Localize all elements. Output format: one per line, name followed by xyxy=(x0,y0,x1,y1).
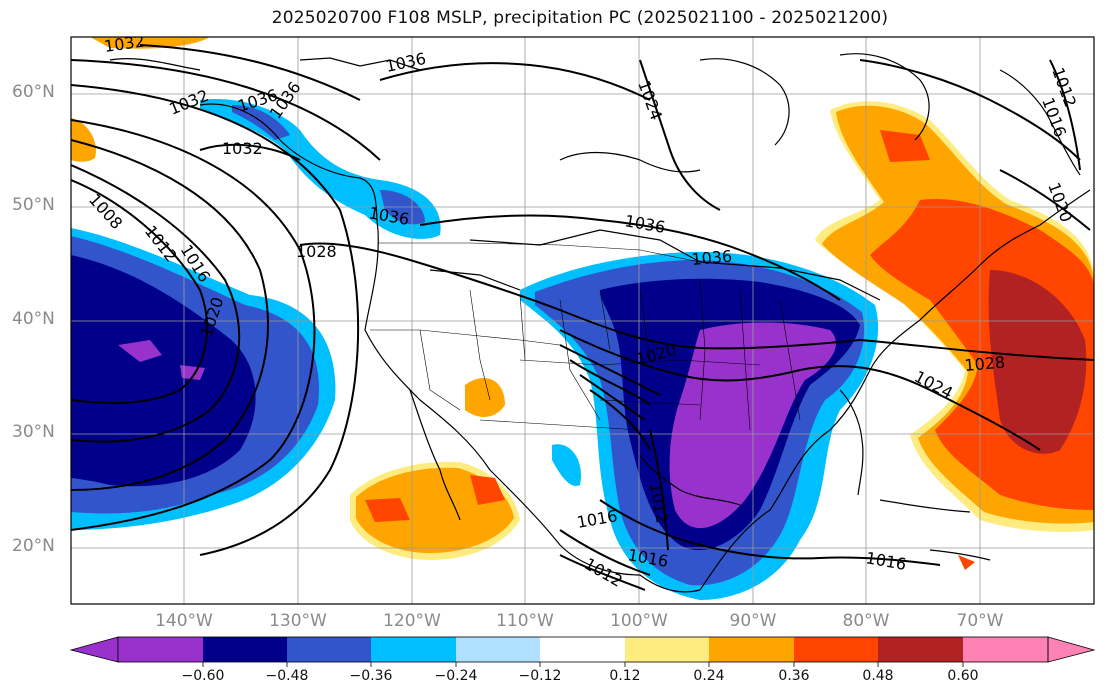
colorbar-tick-label: 0.36 xyxy=(778,668,810,684)
positive-anomaly-nw-edge xyxy=(71,118,96,162)
colorbar-tick-label: 0.12 xyxy=(609,668,641,684)
positive-anomaly-top xyxy=(90,37,210,49)
colorbar xyxy=(69,636,1096,667)
coastlines xyxy=(109,53,1091,593)
isobar-label: 1032 xyxy=(222,139,263,158)
lat-label-40n: 40°N xyxy=(12,309,55,329)
positive-anomaly-atlantic xyxy=(815,101,1094,532)
lon-label-140w: 140°W xyxy=(155,611,213,631)
negative-anomaly-central xyxy=(520,251,879,600)
lon-label-120w: 120°W xyxy=(383,611,441,631)
isobar-label: 1036 xyxy=(691,247,733,269)
lon-label-130w: 130°W xyxy=(269,611,327,631)
colorbar-tick-label: −0.48 xyxy=(265,668,309,684)
lat-label-30n: 30°N xyxy=(12,422,55,442)
lon-label-110w: 110°W xyxy=(496,611,554,631)
lon-label-80w: 80°W xyxy=(842,611,890,631)
isobar-label: 1028 xyxy=(964,353,1006,375)
map-frame xyxy=(70,36,1095,605)
colorbar-bin xyxy=(371,637,456,662)
colorbar-bin xyxy=(878,637,963,662)
colorbar-tick-label: 0.48 xyxy=(862,668,894,684)
colorbar-tick-label: −0.12 xyxy=(518,668,562,684)
colorbar-low-extension xyxy=(69,636,119,663)
graticule xyxy=(71,37,1094,604)
isobars xyxy=(71,44,1094,591)
colorbar-tick-label: 0.60 xyxy=(947,668,979,684)
colorbar-bin xyxy=(709,637,794,662)
colorbar-tick-label: 0.24 xyxy=(693,668,725,684)
colorbar-bin xyxy=(287,637,371,662)
lon-label-100w: 100°W xyxy=(610,611,668,631)
lon-label-90w: 90°W xyxy=(729,611,777,631)
colorbar-tick-label: −0.36 xyxy=(349,668,393,684)
colorbar-bin xyxy=(794,637,878,662)
colorbar-bin xyxy=(456,637,540,662)
lat-label-20n: 20°N xyxy=(12,536,55,556)
map-field: 1032 1036 1036 1032 1036 1036 1032 1024 … xyxy=(71,31,1094,604)
colorbar-bin xyxy=(203,637,287,662)
positive-anomaly-mexico xyxy=(350,377,520,560)
negative-anomaly-mexico xyxy=(552,444,581,486)
positive-anomaly-hispaniola xyxy=(958,555,975,570)
map-title: 2025020700 F108 MSLP, precipitation PC (… xyxy=(271,8,889,28)
colorbar-tick-label: −0.60 xyxy=(181,668,225,684)
colorbar-bin xyxy=(625,637,709,662)
lon-label-70w: 70°W xyxy=(956,611,1004,631)
colorbar-tick-label: −0.24 xyxy=(434,668,478,684)
borders xyxy=(370,242,801,431)
colorbar-bin xyxy=(963,637,1048,662)
colorbar-high-extension xyxy=(1047,636,1096,663)
colorbar-bin xyxy=(118,637,203,662)
lat-label-50n: 50°N xyxy=(12,195,55,215)
isobar-label: 1028 xyxy=(296,242,337,261)
lat-label-60n: 60°N xyxy=(12,82,55,102)
isobar-label: 1032 xyxy=(103,31,146,55)
colorbar-bin xyxy=(540,637,625,662)
